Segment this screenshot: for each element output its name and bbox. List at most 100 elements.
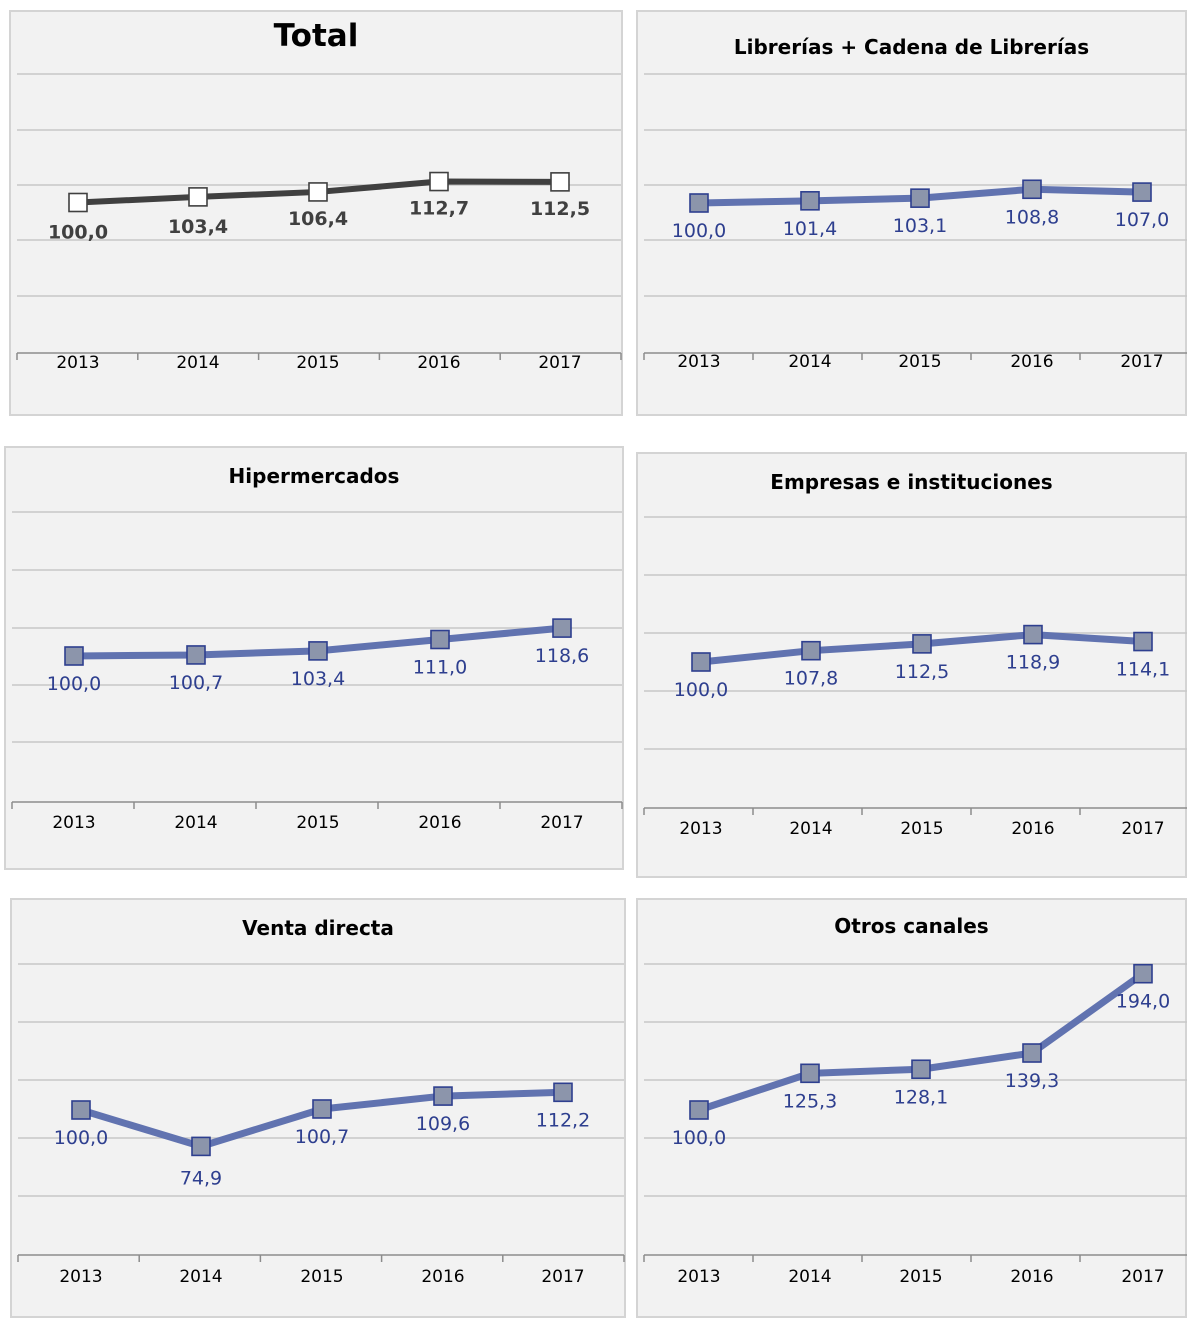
x-tick-label: 2017 — [538, 353, 581, 373]
data-label: 100,0 — [672, 220, 726, 242]
data-label: 109,6 — [416, 1113, 470, 1135]
x-tick-label: 2014 — [179, 1267, 222, 1287]
data-label: 103,1 — [893, 215, 947, 237]
x-tick-label: 2014 — [174, 813, 217, 833]
data-point — [691, 652, 711, 672]
data-label: 103,4 — [168, 216, 228, 238]
data-point — [1022, 1043, 1042, 1063]
data-label: 100,0 — [672, 1127, 726, 1149]
chart-otros-canales: Otros canales 100,0 125,3 128,1 139,3 194,0 2… — [636, 898, 1187, 1318]
chart-plot: 100,0 107,8 112,5 118,9 114,1 2013 2014 2015 201… — [643, 516, 1187, 839]
chart-title: Otros canales — [834, 914, 989, 938]
x-tick-label: 2014 — [789, 819, 832, 839]
x-tick-label: 2017 — [541, 1267, 584, 1287]
data-point — [689, 1100, 709, 1120]
data-point — [312, 1099, 332, 1119]
x-tick-label: 2015 — [898, 352, 941, 372]
data-point — [689, 193, 709, 213]
x-tick-label: 2015 — [300, 1267, 343, 1287]
data-label: 112,7 — [409, 198, 469, 220]
chart-librerias: Librerías + Cadena de Librerías 100,0 101… — [636, 10, 1187, 416]
chart-plot: 100,0 74,9 100,7 109,6 112,2 2013 2014 2015 2016… — [17, 963, 625, 1287]
chart-empresas: Empresas e instituciones 100,0 107,8 112,5… — [636, 452, 1187, 878]
data-label: 107,0 — [1115, 209, 1169, 231]
data-label: 114,1 — [1116, 659, 1170, 681]
data-point — [1133, 963, 1153, 984]
x-tick-label: 2014 — [788, 1267, 831, 1287]
chart-total: Total 100,0 103,4 106,4 112,7 112,5 2013 2014 2… — [9, 10, 623, 416]
data-point — [912, 634, 932, 654]
data-point — [191, 1136, 211, 1157]
data-point — [553, 1082, 573, 1103]
data-point — [188, 187, 208, 207]
x-tick-label: 2014 — [788, 352, 831, 372]
x-tick-label: 2013 — [679, 819, 722, 839]
data-point — [801, 640, 821, 661]
data-point — [433, 1086, 453, 1106]
chart-plot: 100,0 125,3 128,1 139,3 194,0 2013 2014 2015 201… — [643, 963, 1187, 1287]
data-point — [1132, 182, 1152, 202]
x-tick-label: 2013 — [56, 353, 99, 373]
data-label: 101,4 — [783, 218, 837, 240]
x-tick-label: 2013 — [52, 813, 95, 833]
data-point — [911, 1059, 931, 1080]
x-tick-label: 2013 — [677, 1267, 720, 1287]
data-point — [1023, 624, 1043, 645]
x-tick-label: 2016 — [417, 353, 460, 373]
chart-title: Librerías + Cadena de Librerías — [733, 35, 1090, 59]
x-tick-label: 2015 — [899, 1267, 942, 1287]
data-point — [429, 171, 449, 192]
chart-plot: 100,0 101,4 103,1 108,8 107,0 2013 2014 2015 201… — [643, 73, 1187, 372]
x-tick-label: 2017 — [1120, 352, 1163, 372]
data-label: 107,8 — [784, 668, 838, 690]
data-label: 100,0 — [674, 679, 728, 701]
data-point — [552, 618, 572, 638]
data-point — [308, 641, 328, 661]
chart-title: Empresas e instituciones — [770, 470, 1053, 494]
x-tick-label: 2016 — [418, 813, 461, 833]
data-point — [550, 172, 570, 192]
data-point — [800, 191, 820, 211]
data-label: 112,5 — [530, 198, 590, 220]
data-label: 112,5 — [895, 661, 949, 683]
data-point — [308, 182, 328, 202]
x-tick-label: 2016 — [1011, 819, 1054, 839]
chart-title: Total — [273, 18, 359, 54]
x-tick-label: 2014 — [176, 353, 219, 373]
data-label: 128,1 — [894, 1086, 948, 1108]
chart-title: Venta directa — [242, 916, 394, 940]
data-label: 112,2 — [536, 1109, 590, 1131]
data-point — [1133, 631, 1153, 652]
x-tick-label: 2017 — [1121, 819, 1164, 839]
data-label: 118,6 — [535, 645, 589, 667]
data-label: 100,0 — [48, 222, 108, 244]
data-label: 74,9 — [180, 1167, 222, 1189]
chart-plot: 100,0 100,7 103,4 111,0 118,6 2013 2014 2015 201… — [11, 511, 623, 833]
x-tick-label: 2015 — [296, 813, 339, 833]
data-point — [64, 646, 84, 666]
data-label: 194,0 — [1116, 991, 1170, 1013]
data-label: 103,4 — [291, 668, 345, 690]
data-label: 100,0 — [54, 1127, 108, 1149]
data-label: 100,7 — [295, 1126, 349, 1148]
data-point — [800, 1063, 820, 1084]
data-label: 111,0 — [413, 657, 467, 679]
chart-hipermercados: Hipermercados 100,0 100,7 103,4 111,0 118,6 2… — [4, 446, 624, 870]
data-label: 100,0 — [47, 673, 101, 695]
x-tick-label: 2013 — [59, 1267, 102, 1287]
data-point — [910, 188, 930, 208]
x-tick-label: 2016 — [1010, 1267, 1053, 1287]
data-label: 139,3 — [1005, 1070, 1059, 1092]
x-tick-label: 2016 — [1010, 352, 1053, 372]
data-point — [71, 1100, 91, 1120]
data-point — [68, 192, 88, 213]
x-tick-label: 2017 — [540, 813, 583, 833]
data-label: 100,7 — [169, 672, 223, 694]
x-tick-label: 2016 — [421, 1267, 464, 1287]
data-point — [430, 629, 450, 650]
data-point — [186, 645, 206, 665]
chart-title: Hipermercados — [228, 464, 400, 488]
data-label: 118,9 — [1006, 652, 1060, 674]
data-point — [1022, 179, 1042, 200]
data-label: 125,3 — [783, 1090, 837, 1112]
